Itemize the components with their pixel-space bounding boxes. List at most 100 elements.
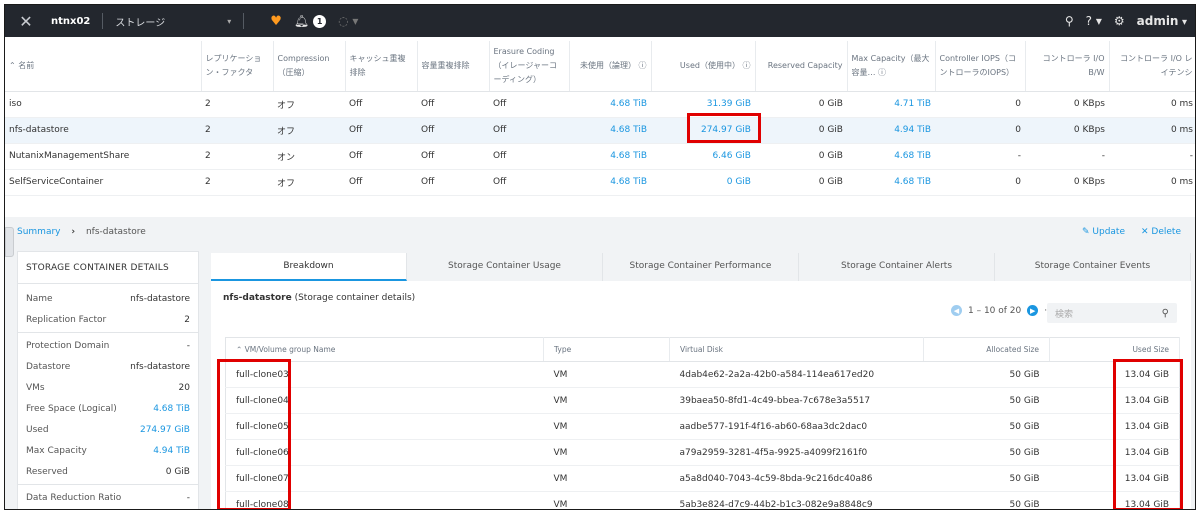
cell-cap-dedup: Off [417, 143, 489, 170]
cell-latency: 0 ms [1109, 117, 1195, 144]
table-row[interactable]: full-clone05 VM aadbe577-191f-4f16-ab60-68… [225, 413, 1180, 440]
table-row[interactable]: full-clone07 VM a5a8d040-7043-4c59-8bda-9c… [225, 465, 1180, 492]
cell-used[interactable]: 6.46 GiB [651, 143, 755, 170]
tab-breakdown[interactable]: Breakdown [211, 253, 407, 281]
table-header-row: ⌃ VM/Volume group Name Type Virtual Disk… [225, 337, 1180, 362]
cell-free[interactable]: 4.68 TiB [569, 169, 651, 196]
cell-free[interactable]: 4.68 TiB [569, 143, 651, 170]
cell-used[interactable]: 0 GiB [651, 169, 755, 196]
alert-bell-icon[interactable]: 🔔︎ [293, 14, 310, 28]
cell-max[interactable]: 4.71 TiB [847, 91, 935, 118]
gear-icon[interactable]: ⚙ [1113, 14, 1125, 28]
chevron-down-icon[interactable]: ▾ [227, 16, 232, 26]
tasks-icon[interactable]: ◌ ▾ [338, 14, 359, 28]
table-row-selected[interactable]: nfs-datastore 2 オフ Off Off Off 4.68 TiB … [5, 117, 1195, 144]
cell-vm-name: full-clone08 [225, 491, 544, 509]
detail-value[interactable]: 4.68 TiB [153, 403, 190, 414]
cell-vm-name: full-clone03 [225, 361, 544, 388]
tab-alerts[interactable]: Storage Container Alerts [799, 253, 995, 281]
column-header-cache-dedup[interactable]: キャッシュ重複排除 [345, 41, 418, 92]
user-menu[interactable]: admin ▾ [1136, 14, 1187, 28]
breadcrumb-summary-link[interactable]: Summary [17, 227, 61, 237]
detail-value[interactable]: 4.94 TiB [153, 445, 190, 456]
divider [18, 332, 198, 333]
column-header-compression[interactable]: Compression（圧縮） [273, 41, 346, 92]
cell-max[interactable]: 4.68 TiB [847, 169, 935, 196]
cell-max[interactable]: 4.94 TiB [847, 117, 935, 144]
table-row[interactable]: full-clone06 VM a79a2959-3281-4f5a-9925-a4… [225, 439, 1180, 466]
cell-used[interactable]: 274.97 GiB [651, 117, 755, 144]
column-header-allocated[interactable]: Allocated Size [923, 337, 1050, 362]
table-row[interactable]: iso 2 オフ Off Off Off 4.68 TiB 31.39 GiB … [5, 91, 1195, 118]
detail-tabs: Breakdown Storage Container Usage Storag… [211, 253, 1191, 281]
column-header-used[interactable]: Used（使用中） ⓘ [651, 41, 756, 92]
next-page-icon[interactable]: ▶ [1027, 305, 1039, 316]
detail-value: 0 GiB [165, 466, 190, 477]
help-icon[interactable]: ? ▾ [1085, 14, 1102, 28]
column-header-max-capacity[interactable]: Max Capacity（最大容量… ⓘ [847, 41, 936, 92]
cluster-name[interactable]: ntnx02 [51, 15, 91, 27]
update-button[interactable]: ✎ Update [1082, 227, 1125, 237]
column-header-controller-iops[interactable]: Controller IOPS（コントローラのIOPS） [935, 41, 1026, 92]
view-selector[interactable]: ストレージ [115, 17, 166, 29]
column-header-used-size[interactable]: Used Size [1049, 337, 1180, 362]
cell-used[interactable]: 31.39 GiB [651, 91, 755, 118]
column-header-capacity-dedup[interactable]: 容量重複排除 [417, 41, 490, 92]
cell-free[interactable]: 4.68 TiB [569, 117, 651, 144]
detail-key: Max Capacity [26, 445, 87, 456]
detail-row: Datastore nfs-datastore [18, 356, 198, 377]
details-title: STORAGE CONTAINER DETAILS [18, 252, 198, 284]
cell-bw: 0 KBps [1025, 169, 1109, 196]
table-row[interactable]: full-clone08 VM 5ab3e824-d7c9-44b2-b1c3-08… [225, 491, 1180, 509]
column-header-reserved[interactable]: Reserved Capacity [755, 41, 848, 92]
cell-name: iso [5, 91, 201, 118]
nutanix-logo-icon[interactable]: ✕ [19, 11, 33, 31]
column-header-name[interactable]: ⌃ 名前 [5, 41, 202, 92]
cell-cap-dedup: Off [417, 117, 489, 144]
table-row[interactable]: SelfServiceContainer 2 オフ Off Off Off 4.… [5, 169, 1195, 196]
prev-page-icon[interactable]: ◀ [951, 305, 962, 316]
info-icon[interactable]: ⓘ [878, 67, 887, 77]
search-icon[interactable]: ⚲ [1064, 14, 1074, 28]
column-header-virtual-disk[interactable]: Virtual Disk [669, 337, 924, 362]
cell-vm-name: full-clone04 [225, 387, 544, 414]
cell-type: VM [543, 413, 670, 440]
column-header-free-logical[interactable]: 未使用（論理） ⓘ [569, 41, 652, 92]
health-heart-icon[interactable]: ♥ [270, 13, 282, 29]
column-header-erasure-coding[interactable]: Erasure Coding（イレージャーコーディング） [489, 41, 570, 92]
cell-iops: 0 [935, 117, 1025, 144]
cell-free[interactable]: 4.68 TiB [569, 91, 651, 118]
table-row[interactable]: full-clone03 VM 4dab4e62-2a2a-42b0-a584-11… [225, 361, 1180, 388]
breakdown-panel: nfs-datastore (Storage container details… [211, 281, 1191, 509]
table-row[interactable]: full-clone04 VM 39baea50-8fd1-4c49-bbea-7c… [225, 387, 1180, 414]
delete-button[interactable]: ✕ Delete [1141, 227, 1181, 237]
cell-virtual-disk: a5a8d040-7043-4c59-8bda-9c216dc40a86 [669, 465, 924, 492]
detail-value: 2 [184, 314, 190, 325]
search-input[interactable]: 検索 ⚲ [1047, 303, 1177, 323]
cell-used-size: 13.04 GiB [1049, 491, 1180, 509]
column-header-controller-latency[interactable]: コントローラ I/O レイテンシ [1109, 41, 1195, 92]
cell-virtual-disk: 5ab3e824-d7c9-44b2-b1c3-082e9a8848c9 [669, 491, 924, 509]
alert-count-badge[interactable]: 1 [313, 14, 327, 28]
collapse-handle[interactable] [5, 227, 14, 257]
cell-reserved: 0 GiB [755, 91, 847, 118]
table-row[interactable]: NutanixManagementShare 2 オン Off Off Off … [5, 143, 1195, 170]
tab-performance[interactable]: Storage Container Performance [603, 253, 799, 281]
column-header-type[interactable]: Type [543, 337, 670, 362]
column-header-replication[interactable]: レプリケーション・ファクタ [201, 41, 274, 92]
column-header-controller-bw[interactable]: コントローラ I/O B/W [1025, 41, 1110, 92]
info-icon[interactable]: ⓘ [742, 60, 751, 70]
cell-ec: Off [489, 91, 569, 118]
info-icon[interactable]: ⓘ [638, 60, 647, 70]
pagination: ◀ 1 – 10 of 20 ▶ · [951, 305, 1047, 316]
column-header-label: VM/Volume group Name [244, 345, 336, 354]
tab-events[interactable]: Storage Container Events [995, 253, 1191, 281]
tab-usage[interactable]: Storage Container Usage [407, 253, 603, 281]
cell-max[interactable]: 4.68 TiB [847, 143, 935, 170]
cell-allocated: 50 GiB [923, 439, 1050, 466]
detail-value[interactable]: 274.97 GiB [139, 424, 190, 435]
column-header-label: 未使用（論理） [579, 60, 636, 70]
column-header-label: Max Capacity（最大容量… [851, 53, 930, 77]
column-header-vm-name[interactable]: ⌃ VM/Volume group Name [225, 337, 544, 362]
detail-row: Reserved 0 GiB [18, 461, 198, 482]
